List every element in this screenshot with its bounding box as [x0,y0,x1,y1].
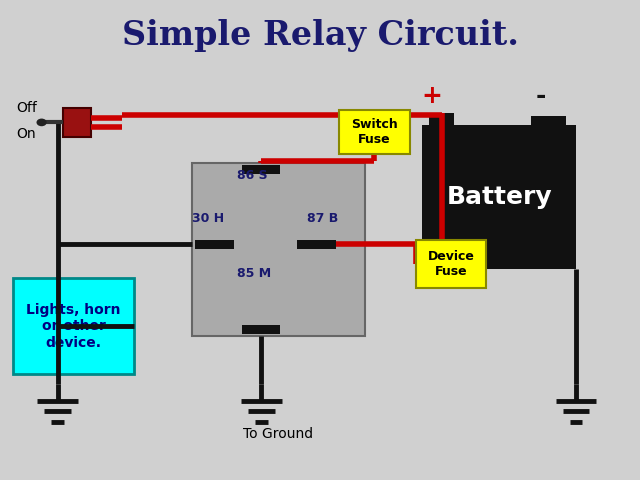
Text: 85 M: 85 M [237,267,271,280]
Text: On: On [16,127,36,142]
Bar [63,108,91,137]
Text: To Ground: To Ground [243,427,314,442]
Bar [531,116,566,125]
Bar [422,125,576,269]
Text: Battery: Battery [446,185,552,209]
Text: +: + [422,84,442,108]
Bar [242,165,280,174]
Bar [242,325,280,334]
Text: 30 H: 30 H [192,212,224,225]
Bar [195,240,234,249]
Text: Device
Fuse: Device Fuse [428,250,475,278]
Circle shape [36,119,47,126]
Text: Off: Off [16,101,37,115]
Bar [297,240,335,249]
Bar [339,110,410,154]
Text: Switch
Fuse: Switch Fuse [351,118,398,146]
Text: -: - [536,84,546,108]
Bar [416,240,486,288]
Text: Simple Relay Circuit.: Simple Relay Circuit. [122,20,518,52]
Bar [13,278,134,374]
Bar [429,113,454,125]
Text: 86 S: 86 S [237,168,268,182]
Text: Lights, horn
or other
device.: Lights, horn or other device. [26,303,121,349]
Bar [192,163,365,336]
Text: 87 B: 87 B [307,212,339,225]
